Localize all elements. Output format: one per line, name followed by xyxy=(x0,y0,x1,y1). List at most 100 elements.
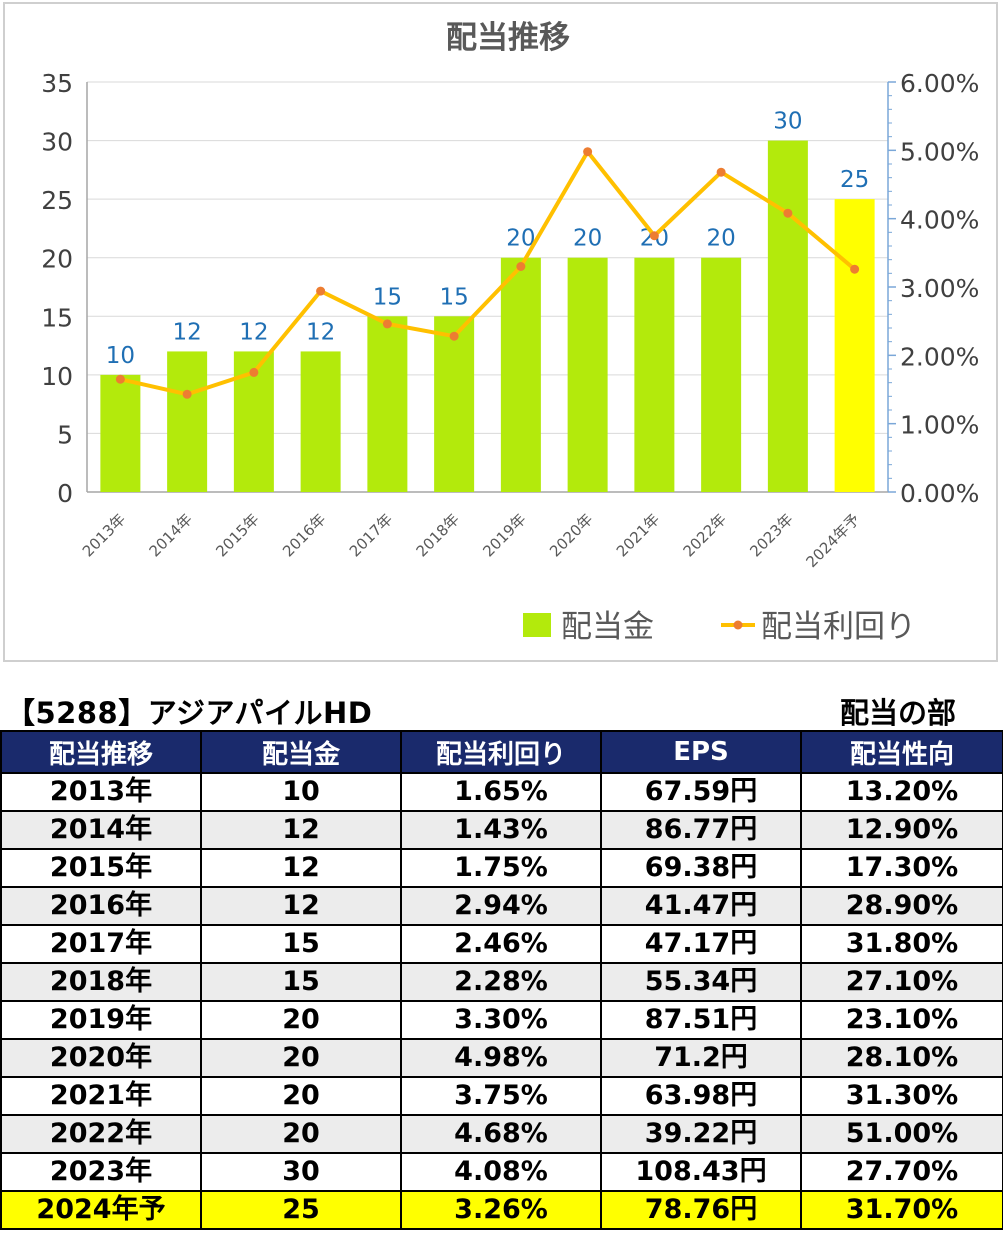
y2-tick-label: 3.00% xyxy=(900,274,979,303)
x-tick-label: 2024年予 xyxy=(803,510,864,571)
column-header: 配当性向 xyxy=(800,730,1003,774)
dividend-table: 配当推移 配当金 配当利回り EPS 配当性向 2013年 10 1.65% 67.59円 13… xyxy=(0,730,1003,1230)
bar-data-label: 20 xyxy=(573,226,602,252)
bar-data-label: 20 xyxy=(706,226,735,252)
bar xyxy=(701,257,742,492)
table-cell: 1.65% xyxy=(400,772,602,812)
y-tick-label: 35 xyxy=(41,69,73,98)
x-tick-label: 2017年 xyxy=(346,510,396,560)
table-cell: 2019年 xyxy=(0,1000,202,1040)
table-cell: 67.59円 xyxy=(600,772,802,812)
yield-point xyxy=(382,319,392,329)
table-cell: 28.90% xyxy=(800,886,1003,926)
table-cell: 2.94% xyxy=(400,886,602,926)
y-tick-label: 20 xyxy=(41,245,73,274)
table-row: 2014年 12 1.43% 86.77円 12.90% xyxy=(0,810,1003,850)
dividend-chart: 配当推移 0 5 10 15 20 25 30 35 0.00% 1.00% 2.00% 3.00% 4.… xyxy=(3,2,998,662)
table-cell: 63.98円 xyxy=(600,1076,802,1116)
table-cell: 10 xyxy=(200,772,402,812)
chart-canvas: 配当推移 0 5 10 15 20 25 30 35 0.00% 1.00% 2.00% 3.00% 4.… xyxy=(41,20,979,645)
table-cell: 1.43% xyxy=(400,810,602,850)
bar-data-label: 30 xyxy=(773,109,802,135)
column-header: 配当推移 xyxy=(0,730,202,774)
y-tick-label: 5 xyxy=(57,420,73,449)
y2-tick-label: 6.00% xyxy=(900,69,979,98)
x-tick-label: 2021年 xyxy=(613,510,663,560)
table-row: 2024年予 25 3.26% 78.76円 31.70% xyxy=(0,1190,1003,1230)
table-cell: 4.68% xyxy=(400,1114,602,1154)
yield-point xyxy=(449,331,459,341)
table-cell: 31.70% xyxy=(800,1190,1003,1230)
table-cell: 87.51円 xyxy=(600,1000,802,1040)
table-cell: 12 xyxy=(200,848,402,888)
table-cell: 13.20% xyxy=(800,772,1003,812)
bar xyxy=(167,351,208,492)
table-cell: 2021年 xyxy=(0,1076,202,1116)
bar-data-label: 25 xyxy=(840,167,869,193)
bar-data-label: 12 xyxy=(172,319,201,345)
bar xyxy=(767,140,808,493)
bar xyxy=(367,316,408,492)
bar-data-label: 10 xyxy=(106,343,135,369)
y-tick-label: 15 xyxy=(41,303,73,332)
column-header: 配当利回り xyxy=(400,730,602,774)
x-tick-label: 2016年 xyxy=(279,510,329,560)
bar-data-label: 15 xyxy=(373,284,402,310)
table-cell: 12 xyxy=(200,886,402,926)
yield-point xyxy=(649,231,659,241)
table-cell: 51.00% xyxy=(800,1114,1003,1154)
table-cell: 30 xyxy=(200,1152,402,1192)
table-cell: 23.10% xyxy=(800,1000,1003,1040)
bar-data-label: 15 xyxy=(439,284,468,310)
table-cell: 2018年 xyxy=(0,962,202,1002)
table-cell: 2015年 xyxy=(0,848,202,888)
table-cell: 2017年 xyxy=(0,924,202,964)
table-cell: 2023年 xyxy=(0,1152,202,1192)
x-tick-label: 2018年 xyxy=(413,510,463,560)
x-tick-label: 2015年 xyxy=(212,510,262,560)
y-tick-label: 25 xyxy=(41,186,73,215)
table-cell: 71.2円 xyxy=(600,1038,802,1078)
y2-tick-label: 4.00% xyxy=(900,206,979,235)
table-cell: 15 xyxy=(200,962,402,1002)
yield-line xyxy=(119,149,856,397)
bar xyxy=(567,257,608,492)
yield-point xyxy=(316,286,326,296)
legend-label: 配当利回り xyxy=(761,609,916,645)
bar-data-label: 12 xyxy=(306,319,335,345)
table-cell: 20 xyxy=(200,1038,402,1078)
table-cell: 1.75% xyxy=(400,848,602,888)
table-cell: 39.22円 xyxy=(600,1114,802,1154)
table-cell: 20 xyxy=(200,1114,402,1154)
x-tick-label: 2022年 xyxy=(680,510,730,560)
x-tick-label: 2023年 xyxy=(746,510,796,560)
table-row: 2018年 15 2.28% 55.34円 27.10% xyxy=(0,962,1003,1002)
yield-point xyxy=(115,374,125,384)
table-cell: 12.90% xyxy=(800,810,1003,850)
table-cell: 27.70% xyxy=(800,1152,1003,1192)
section-label: 配当の部 xyxy=(840,696,957,730)
table-row: 2020年 20 4.98% 71.2円 28.10% xyxy=(0,1038,1003,1078)
y-tick-label: 10 xyxy=(41,362,73,391)
table-cell: 2014年 xyxy=(0,810,202,850)
table-cell: 20 xyxy=(200,1076,402,1116)
table-cell: 47.17円 xyxy=(600,924,802,964)
stock-title: 【5288】アジアパイルHD xyxy=(6,696,373,730)
table-cell: 20 xyxy=(200,1000,402,1040)
table-cell: 31.80% xyxy=(800,924,1003,964)
table-cell: 2.46% xyxy=(400,924,602,964)
table-body: 2013年 10 1.65% 67.59円 13.20% 2014年 12 1.43% 86.7… xyxy=(0,772,1003,1230)
legend-marker-yield xyxy=(733,620,743,630)
y-tick-label: 30 xyxy=(41,128,73,157)
table-cell: 2.28% xyxy=(400,962,602,1002)
yield-point xyxy=(716,167,726,177)
table-cell: 31.30% xyxy=(800,1076,1003,1116)
legend-swatch-bars xyxy=(523,613,551,637)
table-cell: 3.26% xyxy=(400,1190,602,1230)
table-cell: 27.10% xyxy=(800,962,1003,1002)
legend-label: 配当金 xyxy=(561,609,654,645)
table-cell: 17.30% xyxy=(800,848,1003,888)
bar xyxy=(500,257,541,492)
y-tick-label: 0 xyxy=(57,479,73,508)
yield-point xyxy=(583,147,593,157)
